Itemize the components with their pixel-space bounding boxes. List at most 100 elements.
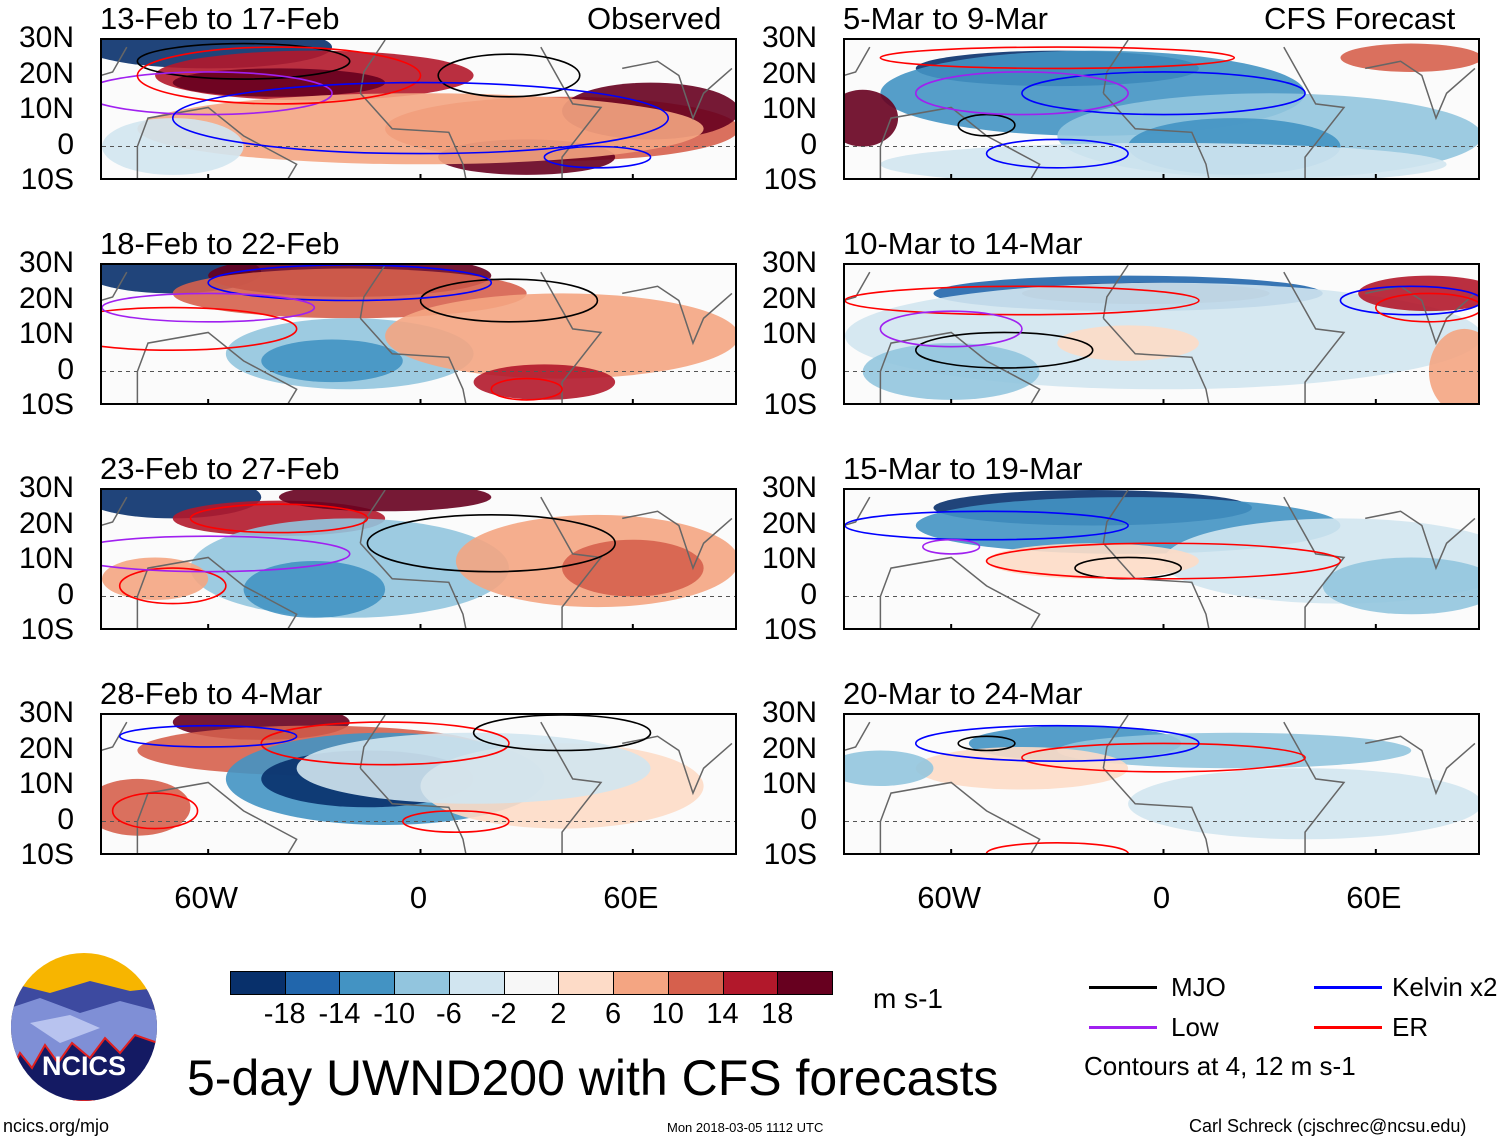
lon-label: 60W (174, 880, 239, 915)
colorbar-swatch (667, 971, 724, 995)
panel-title: 5-Mar to 9-Mar (843, 1, 1048, 36)
wave-contour (1021, 71, 1306, 116)
lon-label: 0 (1152, 880, 1171, 915)
lat-label: 30N (761, 696, 817, 729)
wave-contour (118, 567, 227, 605)
panel-title: 18-Feb to 22-Feb (100, 226, 340, 261)
wave-contour (845, 510, 1129, 541)
panel-title: 10-Mar to 14-Mar (843, 226, 1083, 261)
wave-contour (189, 503, 369, 534)
coastline (845, 715, 1476, 853)
colorbar-tick-label: 10 (651, 998, 684, 1030)
lon-label: 0 (409, 880, 428, 915)
wave-contour (260, 721, 510, 766)
wave-contour (914, 71, 1129, 116)
map-panel (843, 38, 1480, 180)
wave-contour (879, 310, 1023, 348)
wave-contour (102, 71, 333, 116)
lat-label: 10N (761, 542, 817, 575)
ncics-logo: NCICS (10, 953, 158, 1101)
legend-er-line (1314, 1026, 1382, 1029)
observed-header: Observed (587, 1, 722, 36)
lat-label: 30N (761, 471, 817, 504)
anomaly-shading (845, 89, 899, 147)
lat-label: 30N (18, 21, 74, 54)
wave-contour (102, 535, 351, 573)
anomaly-shading (1128, 768, 1478, 840)
lat-label: 0 (57, 127, 74, 161)
colorbar-swatch (558, 971, 615, 995)
colorbar-units: m s-1 (873, 983, 943, 1014)
wave-contour (136, 46, 422, 105)
panel-title: 15-Mar to 19-Mar (843, 451, 1083, 486)
footer-timestamp: Mon 2018-03-05 1112 UTC (667, 1120, 824, 1135)
wave-contour (1021, 742, 1306, 773)
wave-contour (1339, 285, 1478, 316)
wave-contour (985, 542, 1342, 580)
map-panel (843, 713, 1480, 855)
map-panel (100, 263, 737, 405)
wave-contour (543, 145, 652, 169)
colorbar-swatch (503, 971, 560, 995)
wave-contour (914, 724, 1200, 762)
lon-label: 60W (917, 880, 982, 915)
map-panel (843, 263, 1480, 405)
legend-mjo-line (1089, 986, 1157, 989)
panel-title: 13-Feb to 17-Feb (100, 1, 340, 36)
lat-label: 30N (761, 246, 817, 279)
legend-low-label: Low (1171, 1012, 1219, 1042)
lat-label: 20N (761, 281, 817, 315)
wave-contour (402, 810, 510, 833)
colorbar-tick-label: 14 (706, 998, 739, 1030)
anomaly-shading (1428, 328, 1478, 403)
wave-contour (845, 285, 1200, 316)
wave-contour (171, 81, 670, 155)
map-panel (100, 713, 737, 855)
wave-contour (1375, 292, 1478, 323)
lat-label: 30N (761, 21, 817, 54)
wave-contour (102, 292, 316, 323)
lat-label: 10S (20, 838, 74, 871)
footer-url[interactable]: ncics.org/mjo (3, 1116, 110, 1136)
legend-kelvin-line (1314, 986, 1382, 989)
colorbar-tick-label: 2 (550, 998, 567, 1030)
wave-contour (957, 113, 1016, 137)
wave-contour (985, 842, 1129, 853)
anomaly-shading (1057, 732, 1412, 769)
anomaly-shading (845, 750, 934, 786)
map-panel (100, 488, 737, 630)
wave-contour (102, 306, 298, 351)
colorbar-swatch (230, 971, 286, 995)
panel-title: 20-Mar to 24-Mar (843, 676, 1083, 711)
lat-label: 20N (761, 731, 817, 765)
lat-label: 10N (761, 92, 817, 125)
coastline (845, 40, 1476, 178)
lat-label: 10N (18, 317, 74, 350)
lat-label: 0 (57, 352, 74, 386)
lat-label: 0 (57, 577, 74, 611)
wave-contour (437, 53, 581, 98)
lat-label: 10N (761, 767, 817, 800)
anomaly-shading (278, 490, 492, 512)
wave-contour (490, 377, 563, 401)
coastline (102, 265, 733, 403)
anomaly-shading (296, 732, 651, 804)
colorbar-swatch (722, 971, 779, 995)
colorbar-swatch (613, 971, 669, 995)
legend-low-line (1089, 1026, 1157, 1029)
wave-contour (957, 735, 1016, 752)
lat-label: 10S (20, 163, 74, 196)
colorbar-tick-label: -6 (436, 998, 462, 1030)
wave-contour (985, 138, 1129, 169)
panel-title: 28-Feb to 4-Mar (100, 676, 323, 711)
map-panel (100, 38, 737, 180)
lat-label: 20N (18, 731, 74, 765)
lat-label: 0 (800, 352, 817, 386)
anomaly-shading (1057, 325, 1199, 361)
lat-label: 30N (18, 696, 74, 729)
colorbar-tick-label: 6 (605, 998, 622, 1030)
legend-kelvin-label: Kelvin x2 (1392, 972, 1498, 1002)
colorbar-tick-label: -18 (263, 998, 306, 1030)
lat-label: 10S (763, 388, 817, 421)
legend-mjo-label: MJO (1171, 972, 1226, 1002)
